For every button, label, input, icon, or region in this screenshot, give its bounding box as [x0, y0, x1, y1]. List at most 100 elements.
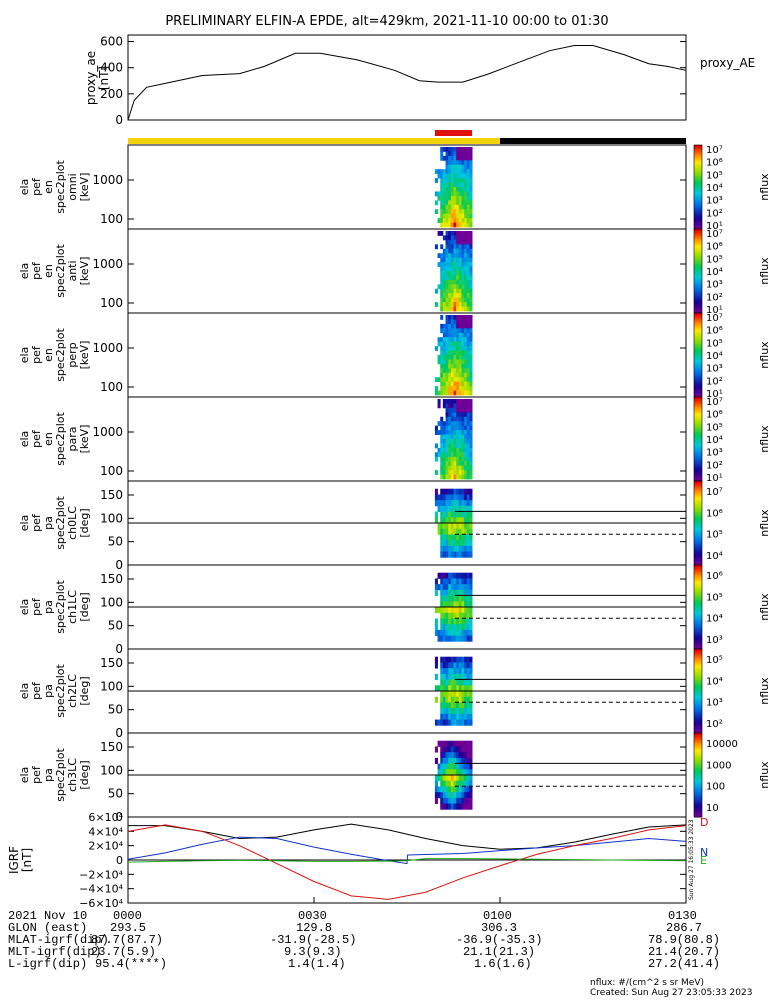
- spectrogram-cell: [456, 456, 460, 462]
- spectrogram-cell: [453, 691, 457, 698]
- panel-ylabel-line: spec2plot: [54, 664, 67, 718]
- colorbar-segment: [694, 369, 702, 373]
- spectrogram-cell: [448, 540, 452, 547]
- spectrogram-cell: [469, 262, 473, 267]
- spectrogram-cell: [450, 443, 454, 449]
- spectrogram-cell: [448, 763, 452, 770]
- spectrogram-cell: [458, 407, 462, 413]
- spectrogram-cell: [453, 218, 457, 223]
- spectrogram-cell: [461, 517, 465, 524]
- spectrogram-cell: [437, 452, 441, 458]
- spectrogram-cell: [456, 443, 460, 449]
- spectrogram-cell: [440, 297, 444, 303]
- spectrogram-cell: [458, 209, 462, 215]
- colorbar-segment: [694, 762, 702, 765]
- spectrogram-cell: [464, 461, 468, 467]
- panel-ylabel-line: ela: [18, 683, 31, 700]
- spectrogram-cell: [461, 350, 465, 356]
- colorbar-segment: [694, 355, 702, 358]
- spectrogram-cell: [434, 656, 438, 663]
- spectrogram-cell: [448, 551, 452, 558]
- colorbar-segment: [694, 428, 702, 432]
- spectrogram-cell: [442, 452, 446, 458]
- spectrogram-cell: [442, 332, 446, 338]
- spectrogram-cell: [466, 253, 470, 259]
- colorbar-tick-label: 10⁴: [706, 614, 723, 625]
- spectrogram-cell: [442, 390, 446, 396]
- colorbar-segment: [694, 613, 702, 616]
- spectrogram-cell: [464, 601, 468, 608]
- colorbar-segment: [694, 745, 702, 749]
- panel-ylabel-line: ch3LC: [66, 758, 79, 792]
- spectrogram-cell: [440, 775, 444, 782]
- spectrogram-cell: [448, 169, 452, 175]
- colorbar-segment: [694, 674, 702, 677]
- spectrogram-cell: [448, 337, 452, 343]
- spectrogram-cell: [461, 713, 465, 720]
- colorbar-segment: [694, 430, 702, 434]
- spectrogram-cell: [437, 195, 441, 201]
- spectrogram-cell: [453, 792, 457, 799]
- spectrogram-cell: [453, 685, 457, 692]
- spectrogram-cell: [453, 147, 457, 152]
- spectrogram-cell: [442, 494, 446, 501]
- spectrogram-cell: [448, 629, 452, 636]
- spectrogram-cell: [437, 685, 441, 692]
- spectrogram-cell: [434, 456, 438, 462]
- spectrogram-cell: [469, 368, 473, 374]
- colorbar-segment: [694, 384, 702, 387]
- spectrogram-cell: [461, 685, 465, 692]
- spectrogram-cell: [458, 523, 462, 530]
- colorbar-tick-label: 10⁶: [706, 326, 723, 337]
- colorbar-segment: [694, 250, 702, 253]
- spectrogram-cell: [453, 708, 457, 715]
- spectrogram-cell: [445, 271, 449, 276]
- spectrogram-cell: [456, 337, 460, 343]
- panel-ylabel-line: pa: [42, 600, 55, 614]
- spectrogram-cell: [448, 195, 452, 201]
- spectrogram-cell: [440, 430, 444, 435]
- spectrogram-cell: [461, 534, 465, 541]
- spectrogram-cell: [469, 332, 473, 338]
- spectrogram-cell: [464, 534, 468, 541]
- spectrogram-cell: [453, 253, 457, 259]
- row-mlt-0030: 9.3(9.3): [284, 945, 342, 959]
- spectrogram-cell: [448, 315, 452, 320]
- spectrogram-cell: [456, 257, 460, 263]
- spectrogram-cell: [448, 355, 452, 360]
- spectrogram-cell: [440, 390, 444, 396]
- panel-ylabel-line: ela: [18, 515, 31, 532]
- colorbar-segment: [694, 329, 702, 333]
- colorbar-segment: [694, 273, 702, 276]
- colorbar-segment: [694, 260, 702, 264]
- colorbar-segment: [694, 747, 702, 751]
- spectrogram-cell: [456, 355, 460, 360]
- spectrogram-cell: [461, 528, 465, 535]
- spectrogram-cell: [445, 231, 449, 236]
- spectrogram-cell: [456, 306, 460, 312]
- spectrogram-cell: [456, 407, 460, 413]
- spectrogram-cell: [461, 763, 465, 770]
- spectrogram-cell: [442, 511, 446, 518]
- panel-ylabel-line: pef: [30, 429, 43, 448]
- spectrogram-cell: [450, 517, 454, 524]
- spectrogram-cell: [440, 551, 444, 558]
- spectrogram-cell: [450, 355, 454, 360]
- colorbar-tick-label: 10³: [706, 635, 723, 646]
- colorbar-segment: [694, 655, 702, 658]
- spectrogram-cell: [434, 209, 438, 215]
- spectrogram-cell: [469, 545, 473, 552]
- colorbar-segment: [694, 495, 702, 499]
- spectrogram-cell: [469, 377, 473, 383]
- spectrogram-cell: [458, 668, 462, 675]
- spectrogram-cell: [453, 377, 457, 383]
- colorbar-segment: [694, 296, 702, 299]
- spectrogram-cell: [453, 505, 457, 512]
- spectrogram-cell: [469, 390, 473, 396]
- igrf-ytick-label: −4×10⁴: [79, 883, 123, 896]
- colorbar-segment: [694, 197, 702, 201]
- spectrogram-cell: [466, 584, 470, 591]
- spectrogram-cell: [442, 679, 446, 686]
- spectrogram-cell: [448, 461, 452, 467]
- spectrogram-cell: [450, 279, 454, 285]
